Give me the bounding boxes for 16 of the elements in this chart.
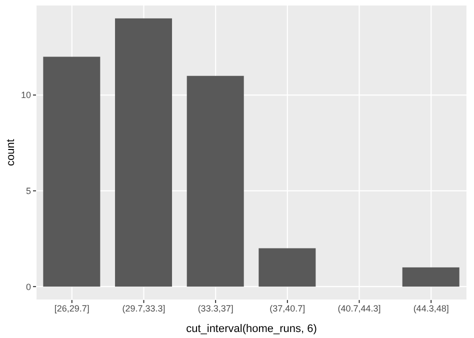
bar	[115, 18, 172, 287]
x-tick-label: (40.7,44.3]	[338, 303, 381, 314]
x-axis-title: cut_interval(home_runs, 6)	[186, 323, 317, 335]
x-tick-label: (33.3,37]	[198, 303, 234, 314]
x-tick-label: [26,29.7]	[54, 303, 90, 314]
x-tick-label: (29.7,33.3]	[122, 303, 166, 314]
x-tick-label: (44.3,48]	[413, 303, 449, 314]
bar	[186, 76, 244, 287]
x-tick-label: (37,40.7]	[270, 303, 306, 314]
y-tick-label: 10	[20, 90, 31, 100]
bar	[258, 248, 316, 287]
y-axis-title: count	[4, 139, 17, 166]
y-tick-label: 0	[26, 282, 31, 292]
bar	[43, 56, 100, 287]
bar	[402, 267, 460, 287]
y-tick-label: 5	[26, 186, 31, 196]
